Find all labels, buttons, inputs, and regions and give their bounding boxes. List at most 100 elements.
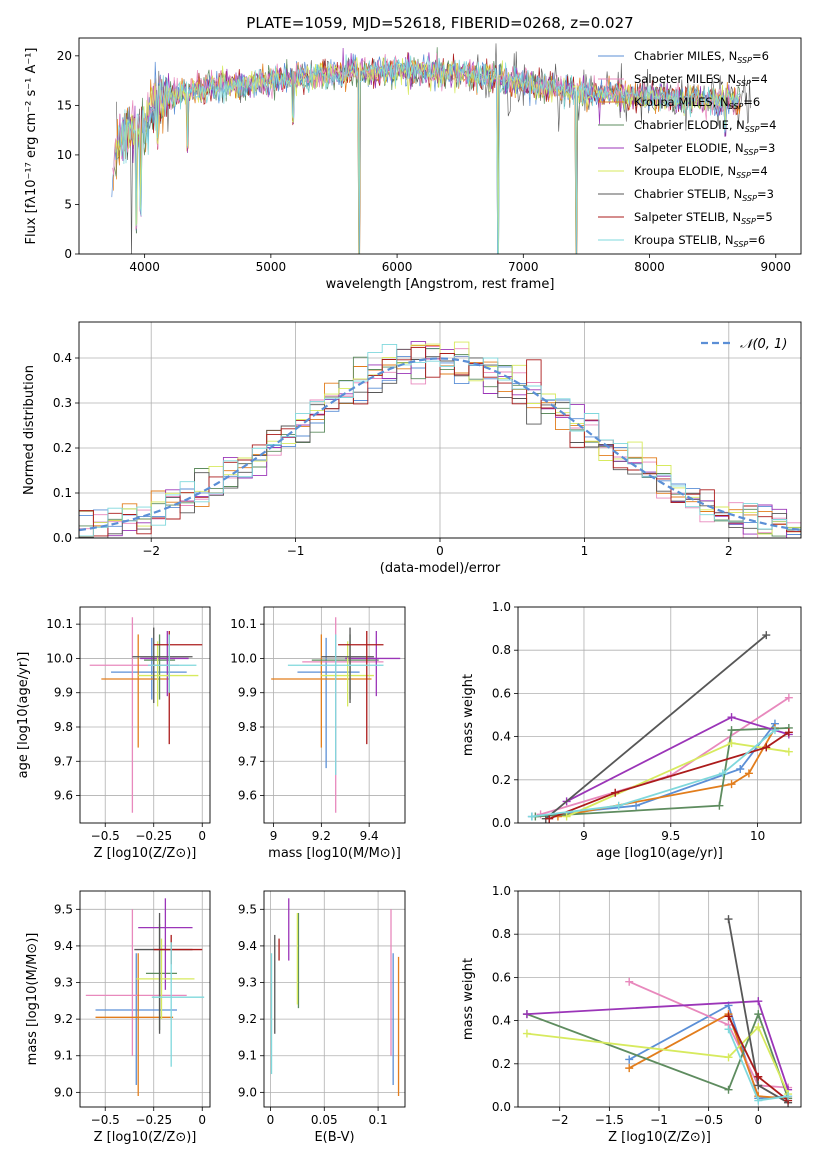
weight-vs-Z-plus-marker	[522, 1029, 531, 1038]
weight-vs-Z-ytick-label: 0.2	[492, 1057, 511, 1071]
spectrum-frame	[78, 37, 802, 255]
age-vs-mass-xtick-label: 9.2	[312, 829, 331, 843]
mass-vs-Z-ytick-label: 9.0	[54, 1085, 73, 1099]
weight-vs-Z-ytick-label: 0.6	[492, 970, 511, 984]
weight-vs-Z-plus-marker	[724, 915, 733, 924]
weight-vs-Z-plus-marker	[754, 1010, 763, 1019]
age-vs-Z-ytick-label: 10.0	[46, 651, 73, 665]
residuals-xtick-label: −1	[287, 544, 305, 558]
age-vs-mass-xtick-label: 9.4	[360, 829, 379, 843]
spectrum-legend-label: Salpeter ELODIE, NSSP=3	[634, 141, 775, 157]
residuals-ytick-label: 0.1	[53, 486, 72, 500]
legend-label-tail: =6	[748, 233, 765, 247]
weight-vs-age-plot-area	[527, 631, 793, 823]
mass-vs-extinction-panel: 0 0.05 0.1 9.0 9.1 9.2 9.3 9.4 9.5 E(B-V)	[238, 890, 406, 1145]
legend-label-tail: =4	[760, 118, 777, 132]
weight-vs-Z-plus-marker	[784, 1092, 793, 1101]
mass-vs-metallicity-panel: −0.5 −0.25 0 9.0 9.1 9.2 9.3 9.4 9.5 Z [log10(Z/Z…	[25, 890, 211, 1145]
weight-vs-age-ytick-label: 0.8	[492, 643, 511, 657]
spectrum-legend-label: Kroupa MILES, NSSP=6	[634, 95, 760, 111]
weight-vs-Z-xtick-label: −0.5	[694, 1113, 723, 1127]
residuals-xlabel: (data-model)/error	[380, 561, 501, 576]
age-vs-Z-ytick-label: 10.1	[46, 617, 73, 631]
mass-vs-EBV-ytick-label: 9.1	[238, 1049, 257, 1063]
weight-vs-age-plus-marker	[736, 765, 745, 773]
weight-vs-age-plus-marker	[715, 801, 724, 810]
age-vs-mass-panel: 9 9.2 9.4 9.6 9.7 9.8 9.9 10.0 10.1 mass [log10(M…	[230, 606, 406, 861]
age-vs-metallicity-panel: −0.5 −0.25 0 9.6 9.7 9.8 9.9 10.0 10.1 Z [log10(Z…	[16, 606, 211, 861]
age-vs-Z-frame	[79, 606, 211, 824]
legend-label-tail: =4	[751, 164, 768, 178]
weight-vs-Z-plus-marker	[724, 1012, 733, 1021]
age-vs-Z-ytick-label: 9.7	[54, 754, 73, 768]
mass-vs-Z-xtick-label: −0.5	[91, 1113, 120, 1127]
spectrum-plot-area	[111, 43, 751, 254]
weight-vs-age-ytick-label: 0.2	[492, 773, 511, 787]
spectrum-ytick-label: 10	[57, 148, 72, 162]
spectrum-xtick-label: 8000	[634, 260, 665, 274]
normal-legend-label: 𝒩(0, 1)	[740, 337, 787, 352]
legend-label-sub: SSP	[736, 171, 751, 180]
mass-vs-EBV-ytick-label: 9.4	[238, 939, 257, 953]
spectrum-legend-label: Chabrier MILES, NSSP=6	[634, 49, 769, 65]
histogram-series-step	[79, 343, 801, 538]
weight-vs-Z-plus-marker	[754, 997, 763, 1006]
spectrum-xtick-label: 4000	[129, 260, 160, 274]
age-vs-Z-ylabel: age [log10(age/yr)]	[16, 652, 31, 779]
spectrum-ylabel: Flux [fλ10⁻¹⁷ erg cm⁻² s⁻¹ A⁻¹]	[24, 48, 39, 245]
weight-vs-age-plus-marker	[718, 769, 727, 778]
mass-vs-Z-xtick-label: −0.25	[135, 1113, 172, 1127]
weight-vs-metallicity-panel: −2 −1.5 −1 −0.5 0 0.0 0.2 0.4 0.6 0.8 1.0 Z [log10(…	[461, 884, 802, 1145]
legend-label-main: Kroupa MILES, N	[634, 95, 729, 109]
legend-label-main: Chabrier STELIB, N	[634, 187, 742, 201]
age-vs-Z-ytick-label: 9.8	[54, 720, 73, 734]
weight-vs-Z-xtick-label: −1.5	[595, 1113, 624, 1127]
mass-vs-Z-ytick-label: 9.5	[54, 902, 73, 916]
mass-vs-Z-xtick-label: 0	[198, 1113, 206, 1127]
spectrum-xtick-label: 7000	[508, 260, 539, 274]
mass-vs-EBV-frame	[263, 890, 406, 1108]
residuals-ylabel: Normed distribution	[22, 365, 37, 495]
age-vs-mass-xtick-label: 9	[270, 829, 278, 843]
weight-vs-age-series-line	[557, 727, 776, 818]
legend-label-tail: =6	[752, 49, 769, 63]
residuals-frame	[78, 321, 802, 539]
mass-vs-EBV-ytick-label: 9.0	[238, 1085, 257, 1099]
weight-vs-Z-plus-marker	[625, 1055, 634, 1064]
legend-label-main: Salpeter MILES, N	[634, 72, 736, 86]
weight-vs-age-series-line	[545, 634, 767, 820]
weight-vs-Z-plus-marker	[724, 1053, 733, 1062]
spectrum-legend-label: Kroupa ELODIE, NSSP=4	[634, 164, 768, 180]
spectrum-ytick-label: 15	[57, 98, 72, 112]
spectrum-xtick-label: 6000	[382, 260, 413, 274]
mass-vs-EBV-ytick-label: 9.2	[238, 1012, 257, 1026]
weight-vs-Z-ytick-label: 0.4	[492, 1014, 511, 1028]
weight-vs-Z-ytick-label: 0.0	[492, 1100, 511, 1114]
weight-vs-age-plus-marker	[784, 693, 793, 702]
weight-vs-age-plus-marker	[727, 713, 736, 722]
weight-vs-age-plus-marker	[770, 726, 779, 735]
mass-vs-Z-ytick-label: 9.3	[54, 976, 73, 990]
legend-label-sub: SSP	[729, 102, 744, 111]
weight-vs-Z-plus-marker	[754, 1023, 763, 1032]
age-vs-mass-xlabel: mass [log10(M/M⊙)]	[268, 846, 401, 861]
weight-vs-age-ytick-label: 0.4	[492, 730, 511, 744]
spectrum-series-line	[117, 54, 741, 254]
weight-vs-Z-plus-marker	[754, 1081, 763, 1090]
weight-vs-Z-plus-marker	[724, 1085, 733, 1094]
weight-vs-age-xtick-label: 10	[750, 829, 765, 843]
age-vs-mass-ytick-label: 10.0	[230, 651, 257, 665]
weight-vs-age-ytick-label: 1.0	[492, 600, 511, 614]
weight-vs-age-xtick-label: 9.5	[661, 829, 680, 843]
spectrum-xtick-label: 5000	[256, 260, 287, 274]
residuals-xtick-label: −2	[142, 544, 160, 558]
weight-vs-age-series-line	[531, 729, 776, 818]
legend-label-tail: =3	[758, 141, 775, 155]
weight-vs-Z-plus-marker	[754, 1072, 763, 1081]
weight-vs-age-xtick-label: 9	[580, 829, 588, 843]
residual-histogram-panel: −2 −1 0 1 2 0.0 0.1 0.2 0.3 0.4 (data-model)/error…	[22, 321, 802, 576]
mass-vs-EBV-ytick-label: 9.5	[238, 902, 257, 916]
spectrum-legend-label: Salpeter STELIB, NSSP=5	[634, 210, 773, 226]
age-vs-mass-ytick-label: 9.6	[238, 789, 257, 803]
